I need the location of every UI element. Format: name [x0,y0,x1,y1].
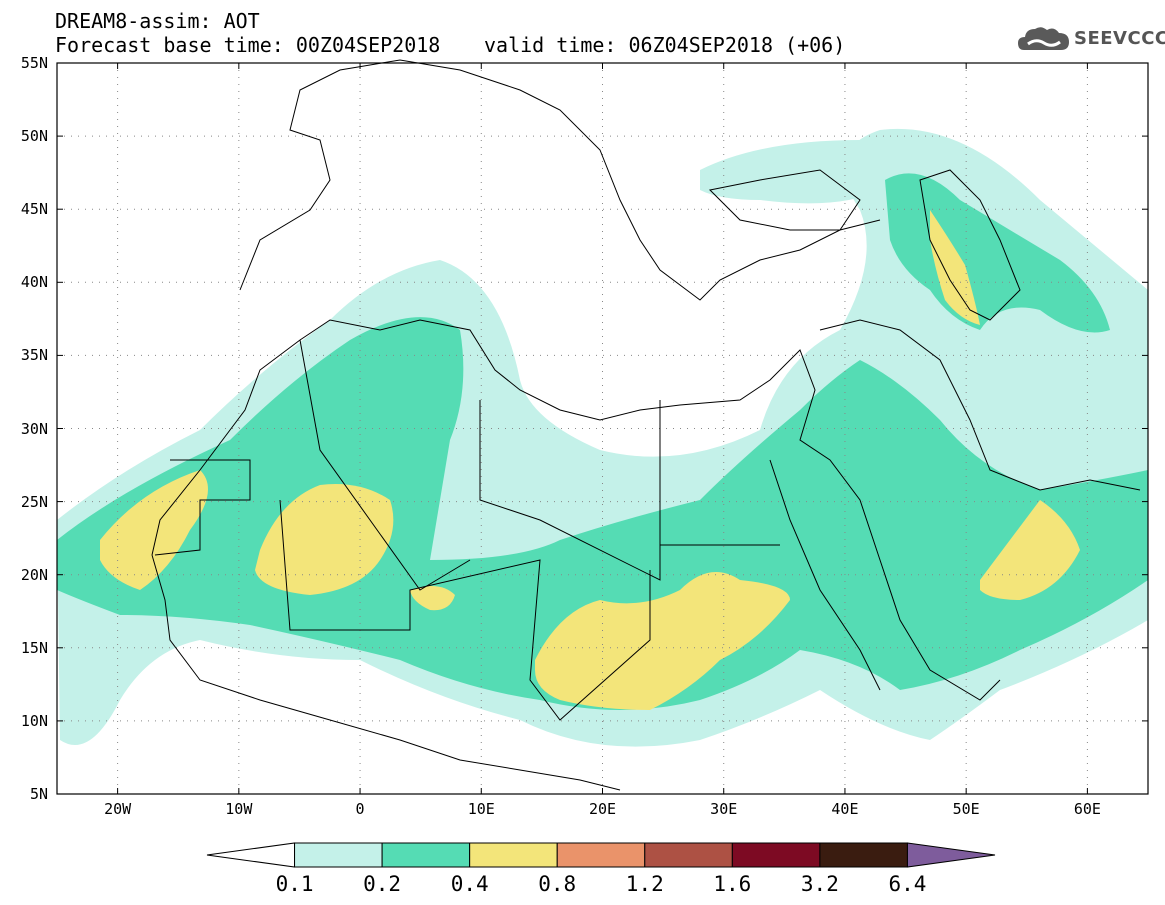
lon-label: 60E [1073,800,1101,818]
coast-caspian [919,169,1021,321]
cloud-icon [1018,27,1069,50]
logo-text: SEEVCCC [1074,28,1165,49]
lat-label: 40N [20,273,48,292]
lat-label: 20N [20,565,48,584]
border-algeria [299,339,471,591]
lat-label: 55N [20,54,48,72]
coast-arabia [819,319,1141,491]
lat-label: 45N [20,200,48,219]
lat-label: 25N [20,492,48,511]
lon-label: 40E [831,800,859,818]
coast-redsea [769,459,881,691]
coast-europe [239,59,881,301]
lat-label: 10N [20,711,48,730]
aot-field-high-niger [410,586,455,611]
border-sahel [279,499,651,721]
border-mauritania [154,459,251,556]
colorbar-label: 0.8 [538,872,577,896]
coast-africa-west [151,319,1001,701]
lon-label: 30E [710,800,738,818]
colorbar-label: 0.1 [275,872,314,896]
coast-blacksea [708,169,861,231]
lat-label: 50N [20,127,48,146]
aot-field-high-westcoast [100,470,208,590]
aot-contour-fields [57,128,1148,747]
valid-time: valid time: 06Z04SEP2018 (+06) [484,33,846,57]
colorbar-label: 6.4 [888,872,927,896]
map-title: DREAM8-assim: AOT [55,9,260,33]
aot-field-mid-west [57,317,1148,710]
border-libya [479,400,661,581]
lat-label: 35N [20,346,48,365]
forecast-base-time: Forecast base time: 00Z04SEP2018 [55,33,441,57]
colorbar-swatch [906,842,996,868]
lon-label: 20W [104,800,132,818]
lon-label: 50E [952,800,980,818]
aot-field-high-arabia [980,500,1080,600]
aot-field-low-north [700,140,887,204]
colorbar-swatch [206,842,296,868]
lon-label: 20E [588,800,617,818]
map-grid [57,63,1148,794]
colorbar-swatch [731,842,821,868]
lat-label: 15N [20,638,48,657]
colorbar [206,842,996,868]
seevccc-logo: SEEVCCC [1016,22,1165,58]
lon-label: 0 [355,800,365,818]
colorbar-label: 0.4 [450,872,489,896]
aot-field-high-caspian [930,210,980,325]
aot-field-high-sahara [255,484,394,595]
lon-label: 10E [467,800,495,818]
colorbar-swatch [469,842,558,868]
colorbar-swatch [381,842,471,868]
colorbar-label: 1.2 [625,872,664,896]
aot-field-high-sahel [535,572,790,710]
lon-label: 10W [225,800,253,818]
axis-ticks [57,62,1148,795]
lat-label: 30N [20,419,48,438]
coastlines [151,59,1141,791]
aot-field-mid-caspian [885,173,1110,333]
colorbar-label: 0.2 [363,872,402,896]
colorbar-swatch [556,842,646,868]
colorbar-label: 1.6 [713,872,752,896]
coast-africa-south [151,554,621,791]
colorbar-label: 3.2 [800,872,839,896]
colorbar-swatch [819,842,908,868]
colorbar-swatch [294,842,383,868]
colorbar-swatch [644,842,733,868]
lat-label: 5N [29,785,48,803]
